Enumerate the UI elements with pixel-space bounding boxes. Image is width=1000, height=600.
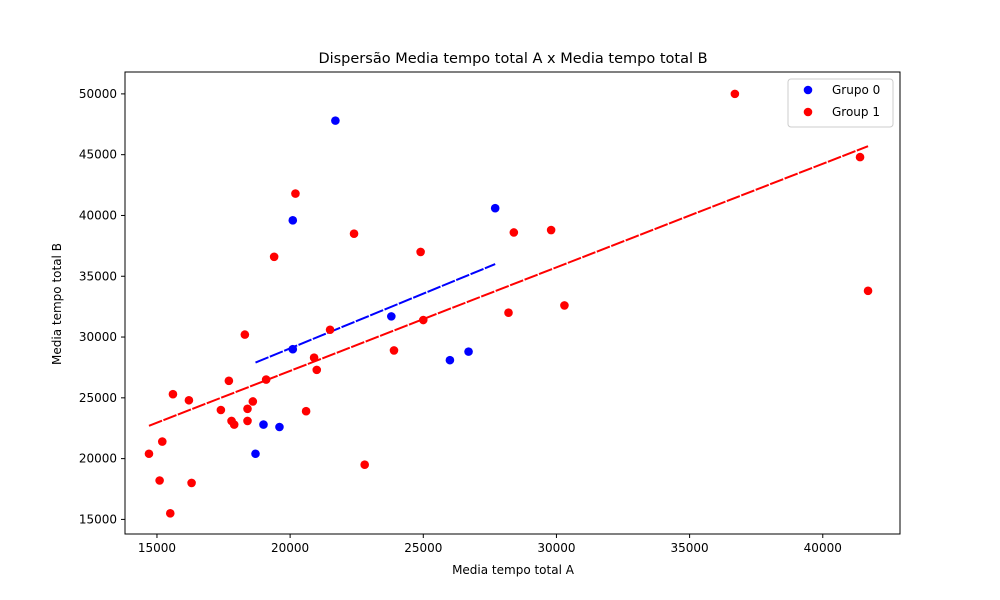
data-point bbox=[360, 460, 369, 470]
x-tick-label: 35000 bbox=[671, 541, 709, 555]
trend-line bbox=[255, 263, 496, 364]
data-point bbox=[243, 404, 252, 414]
y-axis-label: Media tempo total B bbox=[50, 243, 64, 365]
series-1 bbox=[144, 89, 873, 518]
y-tick-label: 50000 bbox=[79, 87, 117, 101]
data-point bbox=[243, 416, 252, 426]
data-point bbox=[269, 252, 279, 262]
data-point bbox=[184, 395, 194, 405]
y-tick-label: 20000 bbox=[79, 452, 117, 466]
data-point bbox=[301, 406, 311, 416]
data-point bbox=[224, 376, 234, 386]
data-point bbox=[863, 286, 873, 296]
data-point bbox=[855, 152, 865, 162]
y-tick-label: 25000 bbox=[79, 391, 117, 405]
plot-area bbox=[144, 89, 873, 518]
y-tick-label: 30000 bbox=[79, 330, 117, 344]
data-point bbox=[312, 365, 322, 375]
data-point bbox=[229, 420, 239, 429]
data-point bbox=[259, 420, 268, 429]
data-point bbox=[504, 308, 513, 318]
data-point bbox=[165, 509, 175, 518]
data-point bbox=[248, 397, 258, 406]
data-point bbox=[416, 247, 425, 257]
data-point bbox=[240, 330, 250, 339]
y-tick-label: 45000 bbox=[79, 148, 117, 162]
data-point bbox=[490, 203, 500, 213]
x-tick-label: 40000 bbox=[804, 541, 842, 555]
data-point bbox=[509, 228, 519, 237]
data-point bbox=[251, 449, 260, 459]
data-point bbox=[331, 116, 340, 125]
data-point bbox=[291, 189, 300, 198]
y-axis: 15000 20000 25000 30000 35000 40000 45000 50000 bbox=[79, 87, 125, 526]
y-tick-label: 35000 bbox=[79, 269, 117, 283]
y-tick-label: 15000 bbox=[79, 512, 117, 526]
data-point bbox=[387, 312, 396, 321]
data-point bbox=[288, 216, 298, 225]
legend-label: Group 1 bbox=[832, 105, 880, 119]
data-point bbox=[168, 389, 178, 399]
data-point bbox=[187, 478, 196, 488]
x-axis: 15000 20000 25000 30000 35000 40000 bbox=[138, 534, 842, 555]
data-point bbox=[216, 405, 226, 415]
data-point bbox=[275, 422, 284, 432]
legend-marker bbox=[803, 107, 813, 117]
x-tick-label: 15000 bbox=[138, 541, 176, 555]
trend-line bbox=[148, 145, 869, 427]
data-point bbox=[464, 347, 473, 356]
data-point bbox=[155, 476, 164, 485]
data-point bbox=[144, 449, 154, 459]
data-point bbox=[546, 225, 556, 235]
legend-marker bbox=[803, 85, 813, 95]
data-point bbox=[325, 325, 335, 335]
series-0 bbox=[251, 116, 500, 459]
plot-frame bbox=[124, 71, 901, 535]
x-tick-label: 25000 bbox=[404, 541, 442, 555]
data-point bbox=[445, 355, 455, 365]
legend-label: Grupo 0 bbox=[832, 83, 880, 97]
x-tick-label: 20000 bbox=[271, 541, 309, 555]
legend: Grupo 0 Group 1 bbox=[787, 78, 894, 128]
y-tick-label: 40000 bbox=[79, 208, 117, 222]
data-point bbox=[560, 301, 569, 310]
data-point bbox=[389, 346, 399, 355]
data-point bbox=[730, 89, 740, 99]
data-point bbox=[157, 437, 167, 446]
x-axis-label: Media tempo total A bbox=[452, 563, 575, 577]
legend-box bbox=[787, 78, 894, 128]
x-tick-label: 30000 bbox=[537, 541, 575, 555]
data-point bbox=[349, 229, 359, 238]
chart-title: Dispersão Media tempo total A x Media te… bbox=[318, 51, 707, 67]
